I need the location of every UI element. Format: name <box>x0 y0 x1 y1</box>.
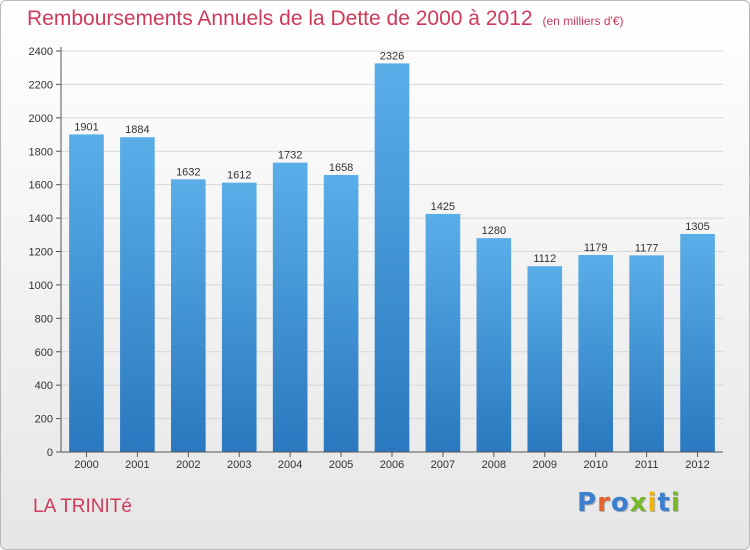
logo-letter: o <box>610 488 630 518</box>
proxiti-logo: Proxiti <box>577 488 681 518</box>
bar-value-label: 1612 <box>227 170 251 182</box>
y-tick-label: 2400 <box>29 46 53 58</box>
x-tick-label: 2003 <box>227 459 251 471</box>
logo-letter: x <box>629 488 648 518</box>
logo-letter: t <box>657 488 671 518</box>
bar <box>323 174 359 452</box>
y-tick-label: 1200 <box>29 247 53 259</box>
bar <box>425 213 461 452</box>
x-tick-label: 2000 <box>74 459 98 471</box>
bar <box>120 137 155 452</box>
logo-letter: i <box>670 488 681 518</box>
bar-value-label: 1280 <box>482 225 506 237</box>
bar <box>680 233 715 452</box>
y-tick-label: 1400 <box>29 213 53 225</box>
x-tick-label: 2002 <box>176 459 200 471</box>
bar-value-label: 1179 <box>584 242 608 254</box>
y-tick-label: 800 <box>35 313 53 325</box>
title-text: Remboursements Annuels de la Dette de 20… <box>27 7 533 30</box>
bar <box>476 238 512 452</box>
y-tick-label: 0 <box>47 447 53 459</box>
bar-value-label: 1112 <box>533 253 556 265</box>
x-tick-label: 2001 <box>125 459 149 471</box>
y-tick-label: 200 <box>35 414 53 426</box>
chart-title: Remboursements Annuels de la Dette de 20… <box>27 7 624 31</box>
x-tick-label: 2004 <box>278 459 302 471</box>
bar-value-label: 2326 <box>380 50 404 62</box>
chart-subtitle: (en milliers d'€) <box>542 14 624 28</box>
bar-value-label: 1884 <box>125 124 149 136</box>
x-tick-label: 2009 <box>533 459 557 471</box>
logo-letter: r <box>597 488 611 518</box>
x-tick-label: 2007 <box>431 459 455 471</box>
bar-value-label: 1732 <box>278 150 302 162</box>
y-tick-label: 1600 <box>29 180 53 192</box>
bar-value-label: 1305 <box>685 221 709 233</box>
y-tick-label: 2200 <box>29 79 53 91</box>
x-tick-label: 2006 <box>380 459 404 471</box>
logo-letter: i <box>647 488 658 518</box>
bar-value-label: 1658 <box>329 162 353 174</box>
y-tick-label: 400 <box>35 380 53 392</box>
bar <box>578 255 614 452</box>
bar-value-label: 1901 <box>74 121 98 133</box>
y-tick-label: 600 <box>35 347 53 359</box>
bar <box>170 179 206 452</box>
bars: 1901 1884 1632 1612 1732 1658 2326 1425 1280 1112… <box>69 50 715 453</box>
x-tick-label: 2011 <box>635 459 659 471</box>
logo-letter: P <box>577 488 598 518</box>
bar <box>221 182 257 452</box>
y-tick-label: 1000 <box>29 280 53 292</box>
bar <box>272 162 308 452</box>
bar <box>374 63 410 452</box>
x-tick-label: 2005 <box>329 459 353 471</box>
x-tick-label: 2008 <box>482 459 506 471</box>
bar <box>527 266 563 452</box>
x-tick-label: 2012 <box>685 459 709 471</box>
y-tick-label: 2000 <box>29 113 53 125</box>
bar <box>69 134 104 453</box>
axes: 0 200 400 600 800 1000 1200 1400 1600 1800 2000 220… <box>29 46 723 471</box>
commune-name: LA TRINITé <box>33 496 132 517</box>
bar-value-label: 1632 <box>176 166 200 178</box>
bar-value-label: 1425 <box>431 201 455 213</box>
bar <box>629 255 664 452</box>
x-tick-label: 2010 <box>583 459 607 471</box>
y-tick-label: 1800 <box>29 146 53 158</box>
bar-value-label: 1177 <box>635 242 659 254</box>
